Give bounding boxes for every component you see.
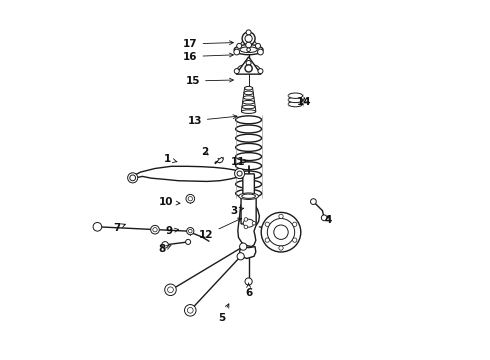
Circle shape (321, 215, 327, 221)
Ellipse shape (238, 64, 259, 72)
Text: 6: 6 (245, 283, 252, 298)
Text: 17: 17 (183, 39, 233, 49)
Text: 12: 12 (199, 218, 242, 240)
Ellipse shape (245, 86, 252, 90)
Ellipse shape (236, 171, 262, 179)
Circle shape (162, 242, 169, 248)
Text: 9: 9 (165, 226, 178, 236)
Polygon shape (236, 57, 261, 74)
Text: 5: 5 (218, 304, 229, 323)
Polygon shape (240, 247, 256, 258)
Circle shape (279, 214, 283, 219)
FancyBboxPatch shape (243, 174, 254, 197)
Circle shape (127, 173, 138, 183)
Circle shape (234, 69, 239, 74)
Circle shape (293, 238, 297, 242)
Circle shape (237, 253, 245, 260)
Circle shape (237, 171, 242, 176)
Text: 13: 13 (187, 115, 237, 126)
Ellipse shape (243, 219, 254, 227)
Circle shape (245, 42, 251, 48)
Circle shape (234, 49, 240, 55)
Circle shape (245, 278, 252, 285)
Circle shape (187, 228, 194, 235)
Circle shape (186, 194, 195, 203)
Text: 10: 10 (159, 197, 180, 207)
Text: 3: 3 (231, 206, 244, 216)
Circle shape (246, 60, 251, 66)
Ellipse shape (242, 105, 255, 109)
Ellipse shape (288, 93, 303, 98)
Polygon shape (238, 202, 259, 247)
Ellipse shape (240, 47, 257, 53)
Text: 8: 8 (159, 244, 171, 255)
Circle shape (245, 65, 252, 72)
Ellipse shape (243, 100, 254, 104)
Text: 7: 7 (114, 222, 125, 233)
Ellipse shape (236, 189, 262, 197)
Circle shape (244, 218, 248, 221)
Ellipse shape (236, 116, 262, 124)
Circle shape (153, 228, 157, 232)
Ellipse shape (288, 102, 303, 107)
Circle shape (244, 225, 248, 229)
Circle shape (151, 225, 159, 234)
Circle shape (279, 246, 283, 250)
Ellipse shape (244, 96, 254, 99)
Ellipse shape (239, 193, 259, 199)
Text: 2: 2 (201, 147, 208, 157)
Circle shape (93, 222, 102, 231)
Text: 16: 16 (183, 51, 233, 62)
Text: 1: 1 (164, 154, 177, 164)
Ellipse shape (234, 45, 263, 55)
Circle shape (189, 229, 192, 233)
Ellipse shape (242, 110, 256, 113)
Circle shape (246, 30, 251, 35)
Circle shape (311, 199, 316, 204)
Text: 15: 15 (186, 76, 233, 86)
Circle shape (235, 168, 245, 179)
Circle shape (258, 49, 263, 55)
Circle shape (165, 284, 176, 296)
Circle shape (293, 222, 297, 226)
Text: 14: 14 (297, 96, 312, 107)
Ellipse shape (236, 162, 262, 170)
Circle shape (265, 222, 270, 226)
Circle shape (130, 175, 136, 181)
Circle shape (268, 219, 294, 246)
Circle shape (242, 32, 255, 45)
Circle shape (240, 243, 247, 250)
Ellipse shape (236, 125, 262, 133)
Ellipse shape (236, 180, 262, 188)
Circle shape (261, 212, 301, 252)
Circle shape (186, 239, 191, 244)
Ellipse shape (236, 153, 262, 161)
Polygon shape (215, 157, 223, 164)
Polygon shape (130, 166, 242, 181)
Circle shape (265, 238, 270, 242)
Circle shape (252, 221, 256, 225)
Polygon shape (239, 32, 258, 46)
Circle shape (188, 197, 193, 201)
Circle shape (274, 225, 288, 239)
Ellipse shape (236, 134, 262, 142)
Circle shape (258, 69, 263, 74)
Circle shape (187, 307, 193, 313)
Text: 4: 4 (324, 215, 332, 225)
Circle shape (255, 44, 261, 49)
Ellipse shape (288, 97, 303, 103)
FancyBboxPatch shape (241, 197, 256, 224)
Ellipse shape (242, 194, 255, 198)
Circle shape (247, 48, 250, 51)
Circle shape (237, 44, 242, 49)
Circle shape (168, 287, 173, 293)
Circle shape (245, 35, 252, 42)
Text: 11: 11 (231, 157, 248, 167)
Circle shape (185, 305, 196, 316)
Ellipse shape (244, 91, 253, 95)
Ellipse shape (236, 143, 262, 151)
